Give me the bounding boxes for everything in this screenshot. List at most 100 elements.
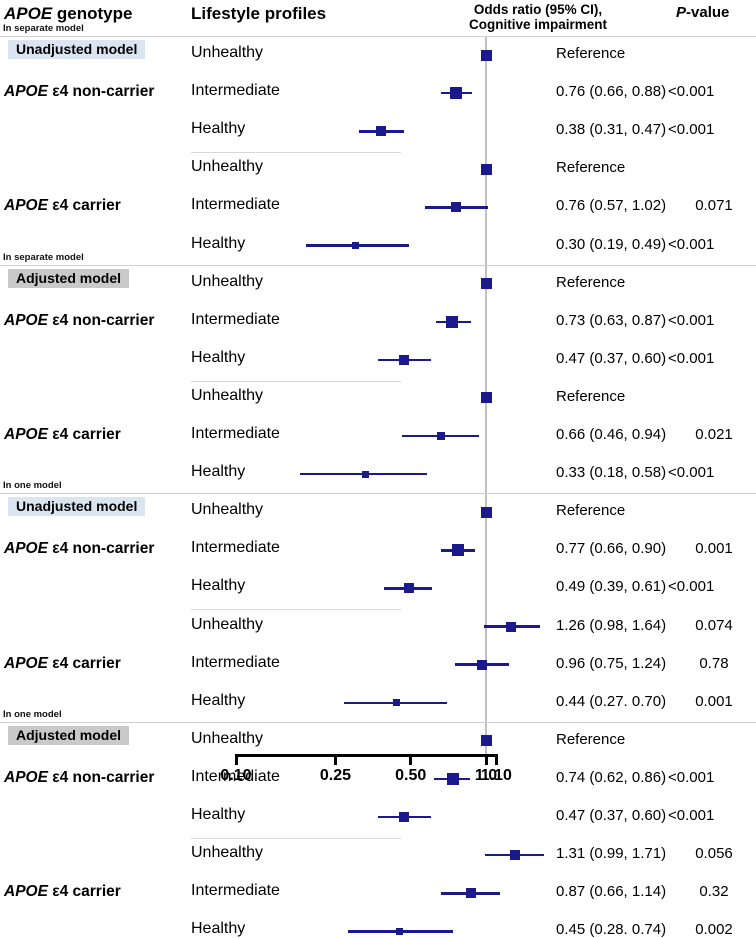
header-odds-ratio-line1: Odds ratio (95% CI), [473, 2, 603, 17]
genotype-label-rest: ε4 carrier [47, 883, 121, 901]
reference-marker [480, 49, 492, 61]
genotype-label-noncarrier: APOE ε4 non-carrier [4, 540, 154, 558]
lifestyle-label: Intermediate [191, 310, 280, 328]
p-value-cell: 0.074 [695, 616, 733, 634]
x-axis-tick-label: 0.10 [220, 767, 252, 784]
lifestyle-label: Unhealthy [191, 615, 264, 633]
p-value-cell: 0.001 [695, 540, 733, 558]
header-apoe-genotype: APOE genotype [4, 4, 132, 24]
header-apoe-rest: genotype [52, 4, 133, 23]
genotype-label-rest: ε4 non-carrier [47, 540, 155, 558]
genotype-apoe-italic: APOE [4, 83, 48, 101]
odds-ratio-value: 0.33 (0.18, 0.58) [556, 464, 667, 482]
p-value-cell: <0.001 [668, 83, 715, 101]
odds-ratio-value: 0.47 (0.37, 0.60) [556, 807, 667, 824]
lifestyle-label: Healthy [191, 691, 246, 709]
genotype-label-rest: ε4 non-carrier [47, 311, 155, 329]
estimate-marker [451, 202, 462, 213]
x-axis-tick [333, 754, 337, 765]
estimate-marker [395, 927, 403, 935]
genotype-apoe-italic: APOE [4, 883, 48, 901]
odds-ratio-value: 0.44 (0.27. 0.70) [556, 692, 667, 710]
confidence-interval-line [347, 930, 454, 933]
genotype-label-rest: ε4 non-carrier [47, 83, 155, 101]
lifestyle-label: Healthy [191, 234, 246, 252]
x-axis-tick-label: 1.10 [480, 767, 512, 784]
genotype-label-carrier: APOE ε4 carrier [4, 426, 121, 444]
x-axis-tick [234, 754, 238, 765]
model-context-label: In separate model [3, 22, 84, 34]
estimate-marker [393, 699, 401, 707]
odds-ratio-value: 0.45 (0.28. 0.74) [556, 921, 667, 938]
block-separator [0, 264, 756, 266]
estimate-marker [476, 659, 487, 670]
confidence-interval-line [378, 358, 431, 362]
lifestyle-label: Intermediate [191, 882, 280, 900]
genotype-apoe-italic: APOE [4, 311, 48, 329]
genotype-label-carrier: APOE ε4 carrier [4, 197, 121, 215]
confidence-interval-line [484, 853, 545, 857]
odds-ratio-value: Reference [556, 730, 626, 748]
lifestyle-label: Intermediate [191, 653, 280, 671]
p-value-cell: <0.001 [668, 578, 715, 596]
p-value-cell: 0.001 [695, 692, 733, 710]
genotype-label-carrier: APOE ε4 carrier [4, 655, 121, 673]
p-value-cell: 0.78 [699, 654, 729, 672]
p-value-cell: 0.32 [699, 883, 729, 901]
genotype-apoe-italic: APOE [4, 768, 48, 786]
genotype-label-noncarrier: APOE ε4 non-carrier [4, 769, 154, 787]
estimate-marker [399, 354, 410, 365]
group-subrule [191, 152, 401, 154]
model-context-label: In one model [3, 708, 62, 720]
reference-marker [480, 392, 492, 404]
p-value-cell: <0.001 [668, 464, 715, 482]
confidence-interval-line [343, 701, 448, 704]
p-value-cell: 0.071 [695, 197, 733, 215]
genotype-label-noncarrier: APOE ε4 non-carrier [4, 312, 154, 330]
estimate-marker [403, 583, 414, 594]
odds-ratio-value: 0.76 (0.66, 0.88) [556, 83, 667, 101]
confidence-interval-line [401, 434, 480, 438]
lifestyle-label: Unhealthy [191, 729, 264, 747]
confidence-interval-line [383, 587, 433, 590]
estimate-marker [445, 315, 458, 328]
confidence-interval-line [378, 815, 431, 819]
reference-marker [480, 278, 492, 290]
p-value-cell: <0.001 [668, 311, 715, 329]
confidence-interval-line [299, 472, 427, 476]
x-axis-tick-label: 0.50 [395, 767, 427, 784]
block-separator [0, 35, 756, 37]
lifestyle-label: Healthy [191, 120, 246, 138]
estimate-marker [436, 432, 445, 440]
confidence-interval-line [358, 130, 404, 133]
p-value-cell: <0.001 [668, 807, 715, 824]
p-value-cell: <0.001 [668, 349, 715, 367]
confidence-interval-line [454, 663, 510, 666]
group-subrule [191, 838, 401, 840]
lifestyle-label: Healthy [191, 806, 246, 823]
model-name-chip: Unadjusted model [8, 497, 146, 517]
x-axis-tick-label: 1.0 [474, 767, 498, 784]
confidence-interval-line [424, 206, 489, 209]
odds-ratio-value: 0.96 (0.75, 1.24) [556, 654, 667, 672]
estimate-marker [510, 850, 521, 861]
odds-ratio-value: 0.87 (0.66, 1.14) [556, 883, 667, 901]
estimate-marker [399, 812, 410, 822]
genotype-label-carrier: APOE ε4 carrier [4, 883, 121, 901]
p-value-cell: 0.056 [695, 845, 733, 863]
confidence-interval-line [440, 91, 473, 95]
odds-ratio-value: 0.77 (0.66, 0.90) [556, 540, 667, 558]
genotype-label-rest: ε4 non-carrier [47, 768, 155, 786]
p-value-cell: <0.001 [668, 768, 715, 786]
confidence-interval-line [440, 549, 475, 552]
group-subrule [191, 380, 401, 382]
lifestyle-label: Unhealthy [191, 158, 264, 176]
lifestyle-label: Healthy [191, 348, 246, 366]
confidence-interval-line [483, 625, 540, 628]
header-p-value: P-value [676, 4, 729, 21]
reference-marker [480, 163, 492, 175]
confidence-interval-line [305, 244, 409, 247]
odds-ratio-value: 1.26 (0.98, 1.64) [556, 616, 667, 634]
genotype-label-rest: ε4 carrier [47, 197, 121, 215]
estimate-marker [375, 126, 386, 137]
